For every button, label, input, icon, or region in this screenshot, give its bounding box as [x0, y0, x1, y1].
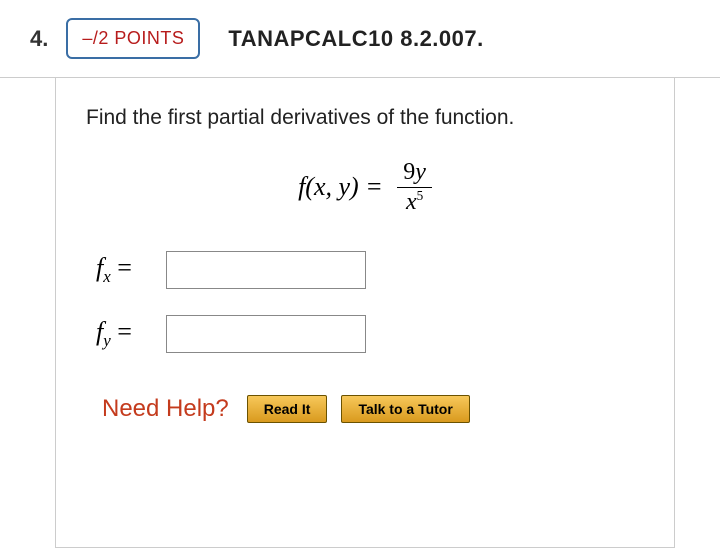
fy-sub: y — [103, 331, 111, 350]
formula-fraction: 9y x5 — [397, 158, 432, 217]
formula-lhs-text: f(x, y) = — [298, 172, 383, 201]
denominator-base: x — [406, 189, 417, 215]
question-body: Find the first partial derivatives of th… — [55, 78, 675, 548]
denominator-exponent: 5 — [417, 188, 424, 203]
help-row: Need Help? Read It Talk to a Tutor — [86, 395, 644, 423]
formula-denominator: x5 — [397, 187, 432, 217]
question-header: 4. –/2 POINTS TANAPCALC10 8.2.007. — [0, 0, 720, 78]
formula-numerator: 9y — [397, 158, 432, 187]
read-it-button[interactable]: Read It — [247, 395, 328, 423]
points-badge[interactable]: –/2 POINTS — [66, 18, 200, 59]
fx-row: fx = — [96, 251, 644, 289]
fx-input[interactable] — [166, 251, 366, 289]
fx-sub: x — [103, 267, 111, 286]
question-prompt: Find the first partial derivatives of th… — [86, 106, 644, 130]
fy-row: fy = — [96, 315, 644, 353]
fx-eq: = — [111, 253, 132, 282]
fy-label: fy = — [96, 317, 166, 351]
fy-eq: = — [111, 317, 132, 346]
talk-to-tutor-button[interactable]: Talk to a Tutor — [341, 395, 469, 423]
numerator-coeff: 9 — [403, 159, 415, 185]
formula-lhs: f(x, y) = — [298, 172, 383, 202]
numerator-var: y — [415, 159, 426, 185]
need-help-label: Need Help? — [102, 395, 229, 423]
fy-input[interactable] — [166, 315, 366, 353]
question-reference: TANAPCALC10 8.2.007. — [228, 26, 483, 52]
function-formula: f(x, y) = 9y x5 — [86, 158, 644, 217]
fx-label: fx = — [96, 253, 166, 287]
question-number: 4. — [30, 26, 48, 52]
